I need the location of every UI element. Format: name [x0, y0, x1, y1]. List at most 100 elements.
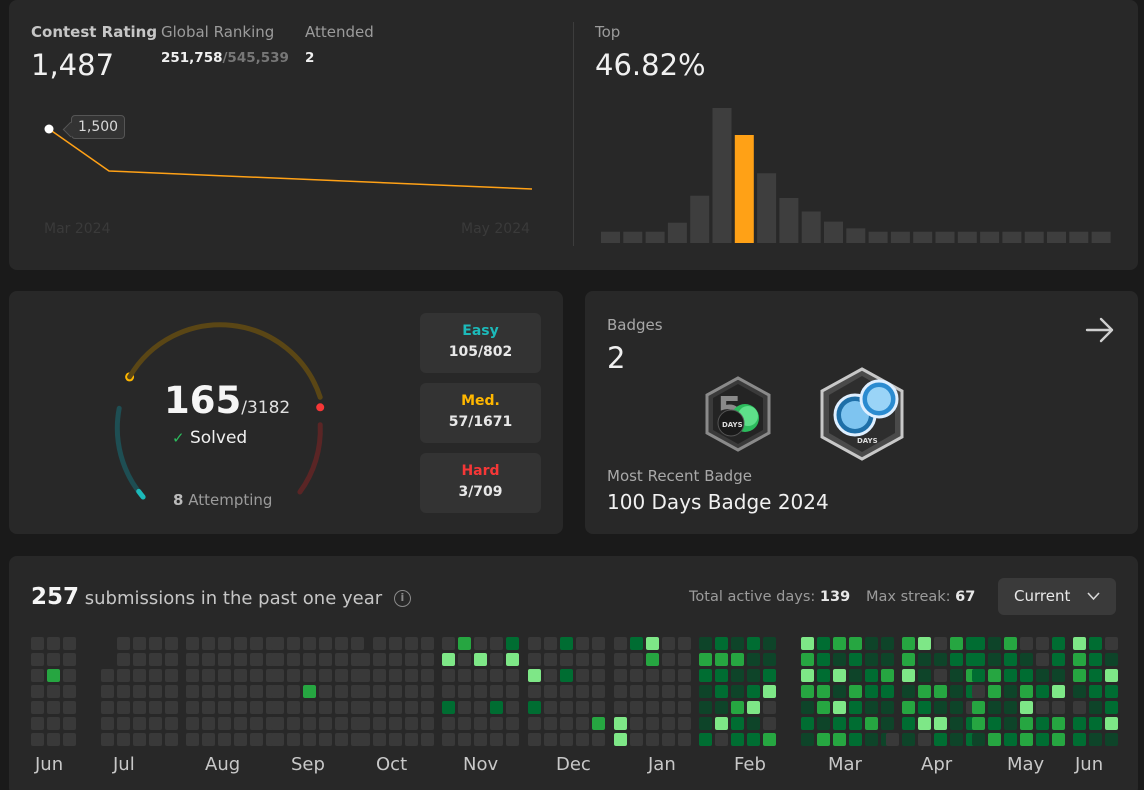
distribution-bar[interactable]	[1047, 231, 1066, 243]
distribution-bar[interactable]	[690, 195, 710, 243]
calendar-day-cell[interactable]	[950, 717, 963, 730]
calendar-day-cell[interactable]	[715, 733, 728, 746]
calendar-day-cell[interactable]	[405, 701, 418, 714]
calendar-day-cell[interactable]	[1020, 685, 1033, 698]
calendar-day-cell[interactable]	[646, 653, 659, 666]
calendar-day-cell[interactable]	[918, 653, 931, 666]
calendar-day-cell[interactable]	[833, 637, 846, 650]
calendar-day-cell[interactable]	[972, 701, 985, 714]
calendar-day-cell[interactable]	[474, 717, 487, 730]
calendar-day-cell[interactable]	[833, 685, 846, 698]
calendar-day-cell[interactable]	[801, 685, 814, 698]
calendar-day-cell[interactable]	[474, 701, 487, 714]
calendar-day-cell[interactable]	[988, 669, 1001, 682]
calendar-day-cell[interactable]	[630, 653, 643, 666]
calendar-day-cell[interactable]	[747, 733, 760, 746]
calendar-day-cell[interactable]	[950, 685, 963, 698]
calendar-day-cell[interactable]	[544, 637, 557, 650]
medium-stat[interactable]: Med. 57/1671	[420, 383, 541, 443]
calendar-day-cell[interactable]	[474, 685, 487, 698]
calendar-day-cell[interactable]	[747, 637, 760, 650]
calendar-day-cell[interactable]	[849, 717, 862, 730]
calendar-day-cell[interactable]	[1020, 733, 1033, 746]
distribution-bar[interactable]	[868, 231, 888, 243]
calendar-day-cell[interactable]	[490, 733, 503, 746]
calendar-day-cell[interactable]	[250, 733, 263, 746]
calendar-day-cell[interactable]	[576, 685, 589, 698]
calendar-day-cell[interactable]	[1004, 653, 1017, 666]
calendar-day-cell[interactable]	[442, 669, 455, 682]
calendar-day-cell[interactable]	[902, 733, 915, 746]
calendar-day-cell[interactable]	[950, 637, 963, 650]
calendar-day-cell[interactable]	[186, 717, 199, 730]
calendar-day-cell[interactable]	[303, 733, 316, 746]
calendar-day-cell[interactable]	[1105, 733, 1118, 746]
calendar-day-cell[interactable]	[357, 717, 370, 730]
calendar-day-cell[interactable]	[699, 669, 712, 682]
calendar-day-cell[interactable]	[405, 717, 418, 730]
calendar-day-cell[interactable]	[31, 733, 44, 746]
calendar-day-cell[interactable]	[47, 685, 60, 698]
calendar-day-cell[interactable]	[250, 637, 263, 650]
calendar-day-cell[interactable]	[31, 653, 44, 666]
calendar-day-cell[interactable]	[490, 653, 503, 666]
calendar-day-cell[interactable]	[1052, 701, 1065, 714]
calendar-day-cell[interactable]	[165, 701, 178, 714]
calendar-day-cell[interactable]	[1004, 701, 1017, 714]
calendar-day-cell[interactable]	[287, 701, 300, 714]
calendar-day-cell[interactable]	[865, 717, 878, 730]
calendar-day-cell[interactable]	[421, 717, 434, 730]
calendar-day-cell[interactable]	[801, 701, 814, 714]
calendar-day-cell[interactable]	[731, 717, 744, 730]
calendar-day-cell[interactable]	[972, 685, 985, 698]
calendar-day-cell[interactable]	[373, 637, 386, 650]
calendar-day-cell[interactable]	[731, 669, 744, 682]
calendar-day-cell[interactable]	[646, 685, 659, 698]
calendar-day-cell[interactable]	[389, 637, 402, 650]
calendar-day-cell[interactable]	[389, 701, 402, 714]
calendar-day-cell[interactable]	[662, 733, 675, 746]
calendar-day-cell[interactable]	[592, 733, 605, 746]
distribution-bar[interactable]	[1002, 231, 1022, 243]
calendar-day-cell[interactable]	[614, 701, 627, 714]
calendar-day-cell[interactable]	[833, 733, 846, 746]
hard-stat[interactable]: Hard 3/709	[420, 453, 541, 513]
calendar-day-cell[interactable]	[47, 733, 60, 746]
calendar-day-cell[interactable]	[918, 669, 931, 682]
calendar-day-cell[interactable]	[389, 685, 402, 698]
calendar-day-cell[interactable]	[149, 685, 162, 698]
calendar-day-cell[interactable]	[699, 733, 712, 746]
calendar-day-cell[interactable]	[662, 717, 675, 730]
calendar-day-cell[interactable]	[881, 637, 894, 650]
calendar-day-cell[interactable]	[865, 701, 878, 714]
calendar-day-cell[interactable]	[271, 717, 284, 730]
calendar-day-cell[interactable]	[218, 685, 231, 698]
calendar-day-cell[interactable]	[528, 637, 541, 650]
calendar-day-cell[interactable]	[678, 669, 691, 682]
calendar-day-cell[interactable]	[918, 733, 931, 746]
calendar-day-cell[interactable]	[747, 685, 760, 698]
calendar-day-cell[interactable]	[101, 685, 114, 698]
calendar-day-cell[interactable]	[474, 637, 487, 650]
calendar-day-cell[interactable]	[458, 637, 471, 650]
calendar-day-cell[interactable]	[133, 717, 146, 730]
calendar-day-cell[interactable]	[747, 701, 760, 714]
calendar-day-cell[interactable]	[63, 669, 76, 682]
calendar-day-cell[interactable]	[988, 685, 1001, 698]
calendar-day-cell[interactable]	[988, 733, 1001, 746]
calendar-day-cell[interactable]	[421, 733, 434, 746]
calendar-day-cell[interactable]	[988, 717, 1001, 730]
100-days-badge-icon[interactable]: DAYS	[817, 367, 907, 461]
calendar-day-cell[interactable]	[319, 653, 332, 666]
calendar-day-cell[interactable]	[817, 637, 830, 650]
calendar-day-cell[interactable]	[699, 637, 712, 650]
calendar-day-cell[interactable]	[614, 685, 627, 698]
distribution-bar[interactable]	[824, 221, 843, 243]
calendar-day-cell[interactable]	[1020, 669, 1033, 682]
calendar-day-cell[interactable]	[886, 733, 899, 746]
calendar-day-cell[interactable]	[271, 733, 284, 746]
calendar-day-cell[interactable]	[592, 637, 605, 650]
calendar-day-cell[interactable]	[133, 685, 146, 698]
calendar-day-cell[interactable]	[490, 717, 503, 730]
calendar-day-cell[interactable]	[849, 701, 862, 714]
